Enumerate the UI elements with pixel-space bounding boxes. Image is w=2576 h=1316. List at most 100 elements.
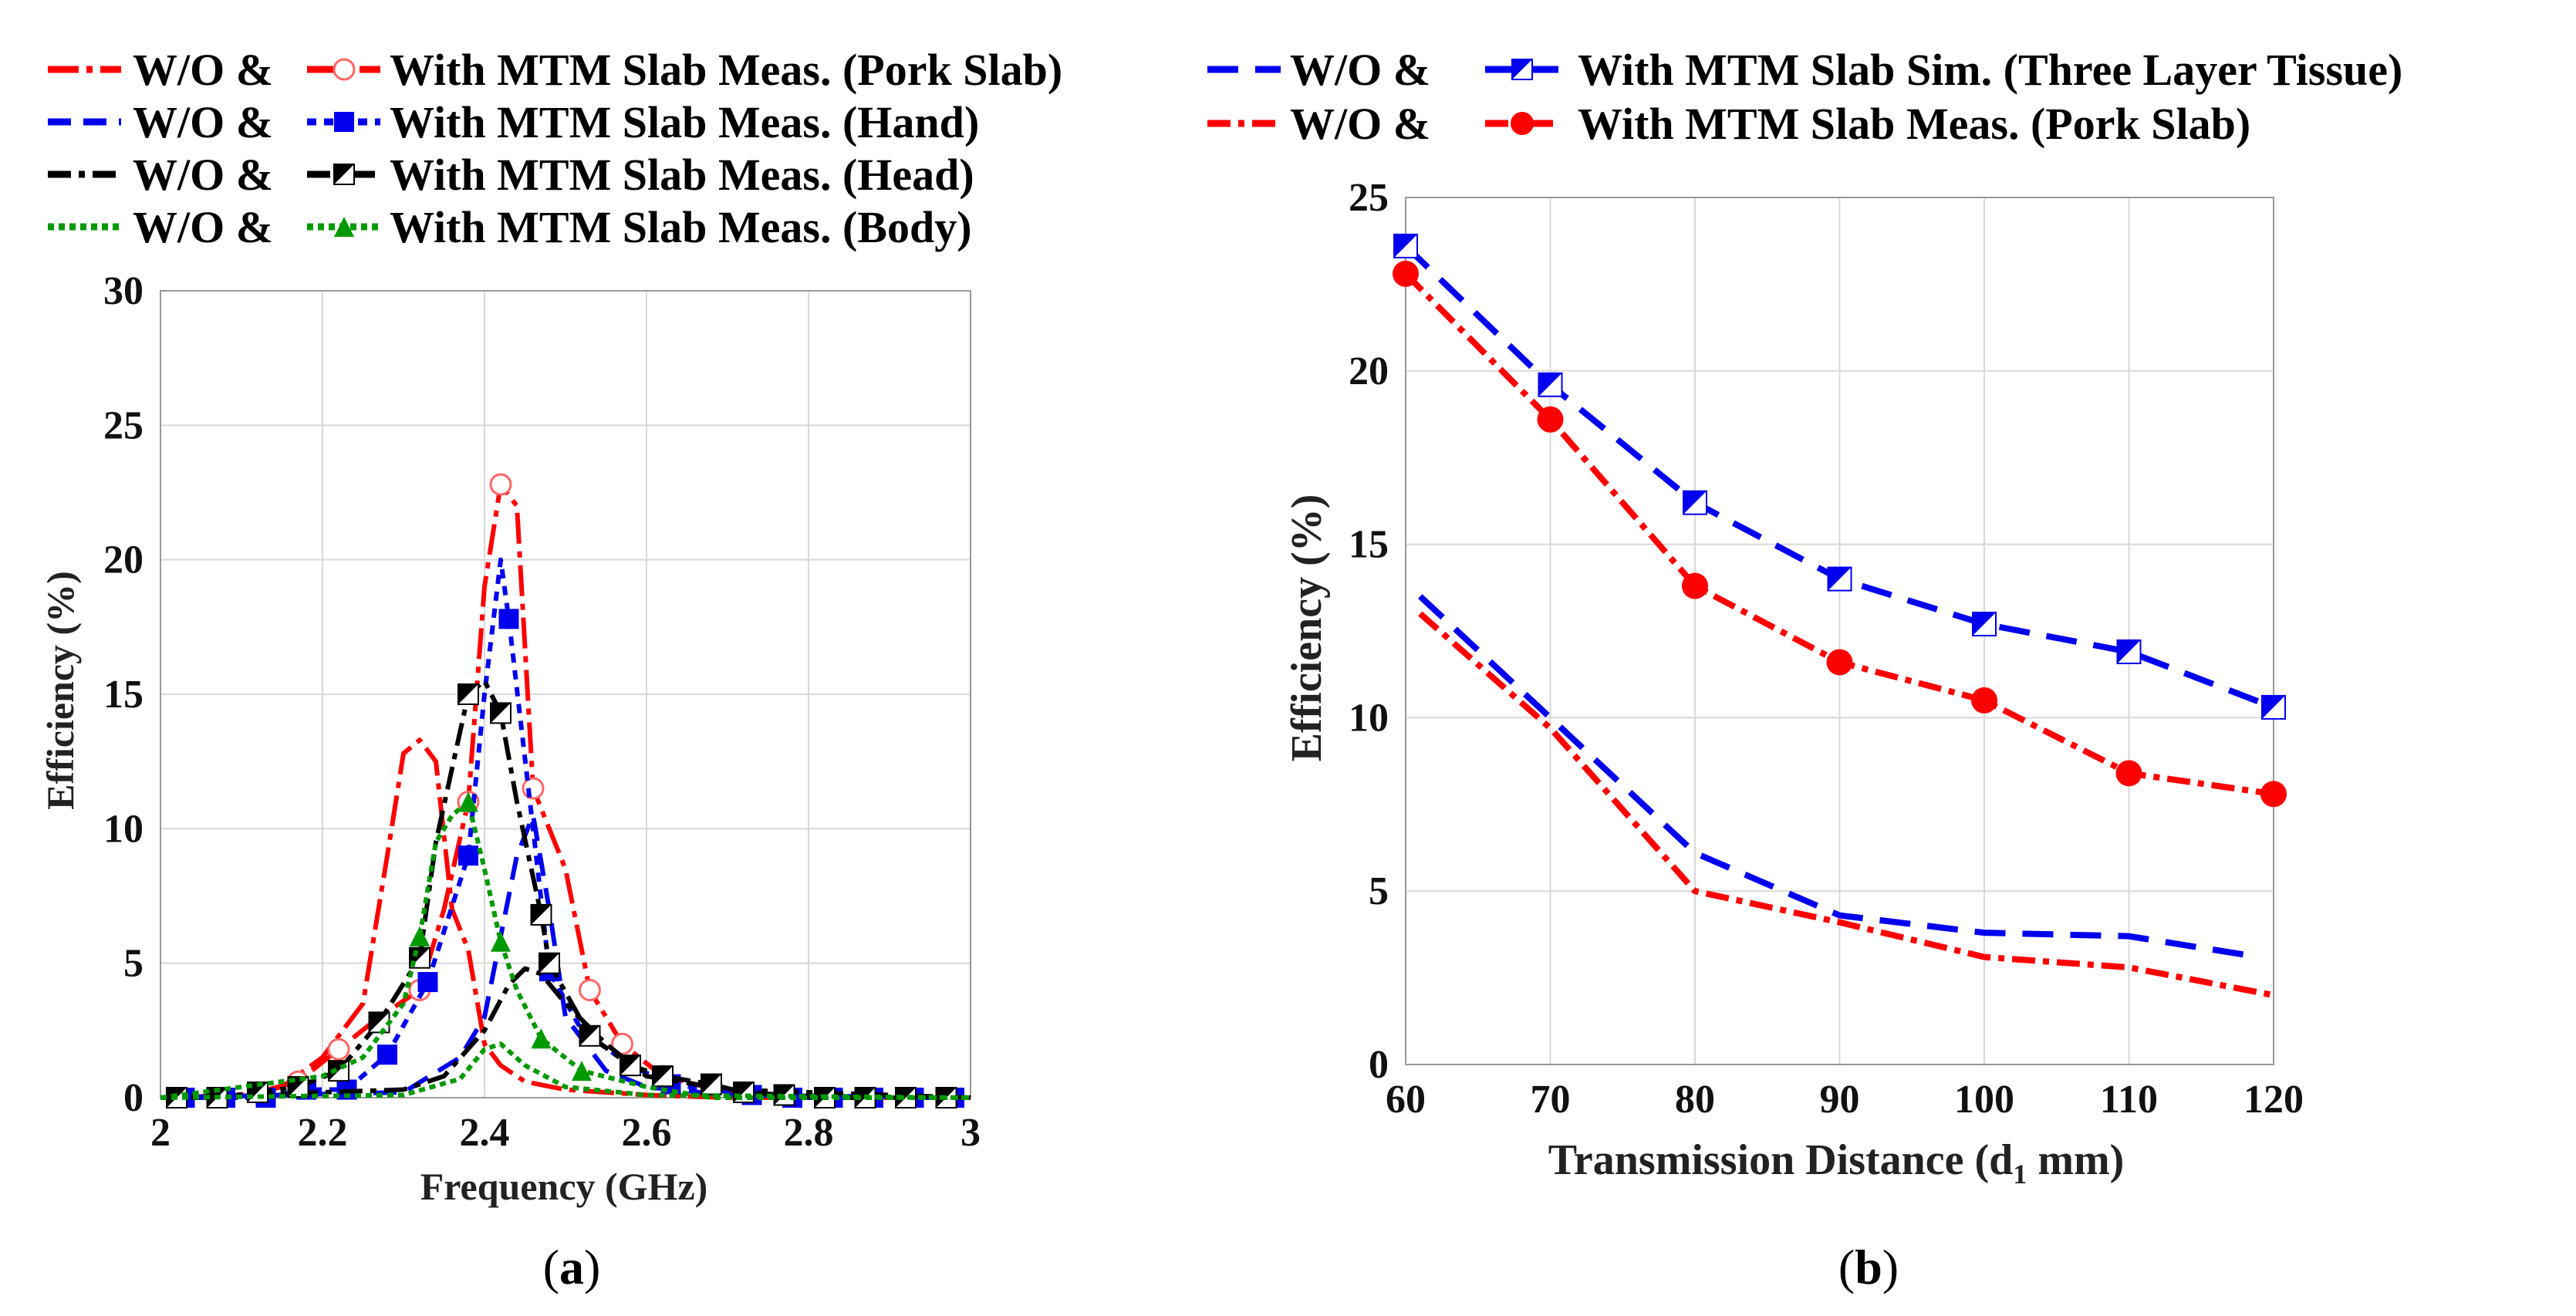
x-tick-label: 2.6 <box>622 1111 672 1155</box>
half-marker-fill <box>458 684 478 704</box>
half-marker-fill <box>579 1025 600 1046</box>
x-axis-label-b-main: Transmission Distance (d <box>1548 1136 2014 1184</box>
y-tick-label: 20 <box>1349 349 1389 393</box>
triangle-marker <box>334 217 354 237</box>
half-marker-fill <box>1394 234 1417 258</box>
plot-frame <box>1405 197 2274 1065</box>
legend-label-wo: W/O & <box>133 45 273 95</box>
x-tick-label: 2.2 <box>298 1111 348 1155</box>
legend-label-with: With MTM Slab Meas. (Body) <box>390 202 972 252</box>
half-marker-fill <box>653 1066 673 1087</box>
y-tick-label: 0 <box>1369 1043 1389 1087</box>
series-line <box>1418 611 2274 999</box>
x-tick-label: 100 <box>1954 1078 2014 1122</box>
square-marker <box>334 112 354 132</box>
y-tick-label: 20 <box>103 538 143 582</box>
series-with-mtm-slab-sim-three-layer-tissue- <box>1393 233 2286 720</box>
series-w-o-body <box>160 1041 971 1100</box>
x-axis-label-b: Transmission Distance (d1 mm) <box>1548 1136 2125 1189</box>
plot-frame <box>160 290 971 1098</box>
x-tick-label: 2 <box>150 1111 170 1155</box>
legend-b: W/O & With MTM Slab Sim. (Three Layer Tis… <box>1207 45 2402 149</box>
series-line <box>160 737 971 1100</box>
series-line <box>160 1041 971 1100</box>
half-marker-fill <box>1973 612 1996 636</box>
series-line <box>1418 594 2260 960</box>
half-marker-fill <box>1512 59 1532 79</box>
y-axis-label-a: Efficiency (%) <box>39 571 82 810</box>
legend-a: W/O & With MTM Slab Meas. (Pork Slab) W/O … <box>48 45 1062 252</box>
x-tick-label: 90 <box>1820 1078 1860 1122</box>
y-tick-label: 5 <box>1369 869 1389 913</box>
half-marker-fill <box>1538 373 1562 396</box>
series-with-mtm-slab-meas-pork-slab- <box>1393 260 2287 808</box>
legend-label-with: With MTM Slab Meas. (Pork Slab) <box>1578 99 2250 149</box>
y-tick-label: 15 <box>103 673 143 717</box>
legend-label-with: With MTM Slab Meas. (Head) <box>390 150 974 200</box>
legend-label-wo: W/O & <box>133 202 273 252</box>
caption-b-open: ( <box>1838 1240 1855 1294</box>
y-tick-label: 30 <box>103 269 143 313</box>
half-marker-fill <box>491 703 511 724</box>
triangle-marker <box>572 1061 592 1081</box>
chart-b: 60 70 80 90 100 110 120 0 5 10 15 20 25 <box>1349 176 2304 1122</box>
half-marker-fill <box>620 1055 640 1076</box>
caption-a: (a) <box>543 1240 601 1294</box>
caption-b-close: ) <box>1882 1240 1899 1294</box>
y-tick-label: 15 <box>1349 523 1389 567</box>
x-tick-label: 70 <box>1531 1078 1571 1122</box>
legend-label-with: With MTM Slab Meas. (Pork Slab) <box>390 45 1062 95</box>
legend-label-wo: W/O & <box>133 150 273 200</box>
triangle-marker <box>410 926 430 947</box>
legend-label-wo: W/O & <box>1290 45 1430 95</box>
series-line <box>160 557 971 1100</box>
series-line <box>160 799 971 1100</box>
x-axis-label-b-sub: 1 <box>2013 1159 2027 1189</box>
open-circle-marker <box>327 1038 350 1061</box>
half-marker-fill <box>334 164 354 184</box>
legend-label-with: With MTM Slab Sim. (Three Layer Tissue) <box>1578 45 2402 95</box>
half-marker-fill <box>701 1074 721 1095</box>
half-marker-fill <box>2262 695 2285 719</box>
series-with-mtm-slab-meas-hand- <box>160 557 971 1108</box>
square-marker <box>377 1044 397 1065</box>
filled-circle-marker <box>2115 760 2142 787</box>
y-tick-label: 0 <box>123 1076 143 1120</box>
half-marker-fill <box>539 953 559 974</box>
x-tick-label: 2.8 <box>784 1111 834 1155</box>
half-marker-fill <box>2117 639 2141 663</box>
caption-b: (b) <box>1838 1240 1899 1294</box>
caption-a-open: ( <box>543 1240 559 1294</box>
half-marker-fill <box>1683 491 1707 515</box>
square-marker <box>417 972 438 993</box>
square-marker <box>458 845 478 866</box>
x-tick-label: 80 <box>1675 1078 1715 1122</box>
y-tick-label: 5 <box>123 942 143 986</box>
open-circle-marker <box>579 979 601 1002</box>
caption-b-letter: b <box>1855 1240 1882 1294</box>
series-w-o-sim- <box>1418 594 2260 960</box>
open-circle-marker <box>333 58 356 81</box>
caption-a-close: ) <box>584 1240 600 1294</box>
half-marker-fill <box>531 904 552 925</box>
filled-circle-marker <box>1511 112 1534 135</box>
y-tick-label: 25 <box>103 403 143 447</box>
filled-circle-marker <box>1537 406 1564 433</box>
filled-circle-marker <box>1971 687 1997 714</box>
half-marker-fill <box>369 1012 390 1033</box>
series-with-mtm-slab-meas-body- <box>160 791 971 1100</box>
filled-circle-marker <box>1826 649 1853 676</box>
half-marker-fill <box>774 1085 795 1105</box>
series-line <box>160 678 971 1100</box>
filled-circle-marker <box>1393 260 1419 287</box>
filled-circle-marker <box>1682 572 1708 599</box>
square-marker <box>498 609 519 629</box>
legend-label-with: With MTM Slab Meas. (Hand) <box>390 97 979 147</box>
x-tick-label: 3 <box>961 1111 981 1155</box>
half-marker-fill <box>896 1088 916 1108</box>
x-tick-label: 120 <box>2243 1078 2304 1122</box>
legend-label-wo: W/O & <box>133 97 273 147</box>
legend-label-wo: W/O & <box>1290 99 1430 149</box>
